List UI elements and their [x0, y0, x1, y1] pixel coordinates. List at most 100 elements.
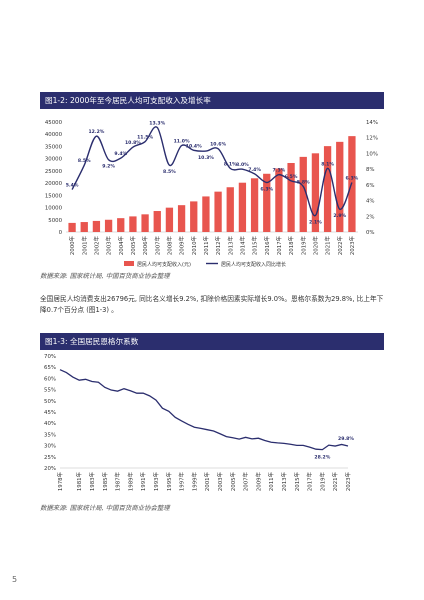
data-label: 2.9% — [333, 213, 346, 219]
x-tick-label: 1995年 — [165, 471, 173, 491]
bar — [226, 187, 234, 232]
data-label: 12.2% — [88, 129, 104, 135]
x-tick-label: 1989年 — [126, 471, 134, 491]
bar — [250, 178, 259, 232]
data-label: 10.6% — [210, 142, 226, 148]
annotation-min: 28.2% — [314, 455, 330, 461]
y-tick-label: 70% — [44, 354, 56, 360]
x-tick-label: 2009年 — [178, 235, 186, 255]
y-right-tick-label: 4% — [366, 199, 375, 205]
annotation-last: 29.8% — [338, 436, 354, 442]
x-tick-label: 2015年 — [251, 235, 259, 255]
bar — [104, 219, 113, 232]
x-tick-label: 1981年 — [75, 471, 83, 491]
data-label: 8.5% — [163, 169, 176, 175]
x-tick-label: 1997年 — [178, 471, 186, 491]
bar — [165, 207, 174, 232]
data-label: 8.0% — [236, 162, 249, 168]
y-right-tick-label: 14% — [366, 120, 378, 126]
x-tick-label: 2013年 — [280, 471, 288, 491]
x-tick-label: 2003年 — [105, 235, 113, 255]
x-tick-label: 2007年 — [153, 235, 161, 255]
y-tick-label: 35% — [44, 432, 56, 438]
bar — [153, 211, 161, 232]
y-right-tick-label: 2% — [366, 214, 375, 220]
x-tick-label: 2005年 — [129, 235, 137, 255]
x-tick-label: 2004年 — [117, 235, 125, 255]
y-right-tick-label: 8% — [366, 167, 375, 173]
x-tick-label: 2023年 — [344, 471, 352, 491]
x-tick-label: 2014年 — [238, 235, 246, 255]
bar — [263, 173, 271, 232]
x-tick-label: 2023年 — [348, 235, 356, 255]
body-paragraph: 全国居民人均消费支出26796元, 同比名义增长9.2%, 扣除价格因素实际增长… — [40, 295, 384, 314]
bar — [287, 162, 295, 232]
y-right-tick-label: 12% — [366, 136, 378, 142]
x-tick-label: 2011年 — [267, 471, 275, 491]
x-tick-label: 2003年 — [216, 471, 224, 491]
growth-line — [71, 126, 353, 217]
x-tick-label: 2007年 — [242, 471, 250, 491]
x-tick-label: 1983年 — [88, 471, 96, 491]
y-left-tick-label: 5000 — [48, 218, 62, 224]
x-tick-label: 2013年 — [226, 235, 234, 255]
x-tick-label: 2021年 — [324, 235, 332, 255]
y-tick-label: 55% — [44, 388, 56, 394]
data-label: 6.3% — [346, 176, 359, 182]
y-left-tick-label: 35000 — [45, 144, 63, 150]
data-label: 8.5% — [78, 158, 91, 164]
x-tick-label: 2020年 — [311, 235, 319, 255]
y-tick-label: 60% — [44, 376, 56, 382]
x-tick-label: 1999年 — [190, 471, 198, 491]
x-tick-label: 2019年 — [318, 471, 326, 491]
x-tick-label: 2019年 — [299, 235, 307, 255]
x-tick-label: 1991年 — [139, 471, 147, 491]
data-label: 8.1% — [224, 161, 237, 167]
y-left-tick-label: 45000 — [45, 120, 63, 126]
x-tick-label: 2008年 — [165, 235, 173, 255]
y-left-tick-label: 10000 — [45, 206, 63, 212]
data-label: 10.3% — [198, 155, 214, 161]
data-label: 7.3% — [273, 168, 286, 174]
figure1-source: 数据来源: 国家统计局, 中国百货商业协会整理 — [40, 272, 170, 280]
y-right-tick-label: 6% — [366, 183, 375, 189]
bar — [68, 222, 76, 232]
x-tick-label: 1978年 — [56, 471, 64, 491]
x-tick-label: 2017年 — [275, 235, 283, 255]
data-label: 7.4% — [248, 167, 261, 173]
x-tick-label: 2011年 — [202, 235, 210, 255]
x-tick-label: 1993年 — [152, 471, 160, 491]
engel-line — [59, 369, 349, 451]
figure2-source: 数据来源: 国家统计局, 中国百货商业协会整理 — [40, 504, 170, 512]
bar — [299, 156, 307, 232]
bar — [80, 222, 88, 232]
x-tick-label: 1985年 — [101, 471, 109, 491]
bar — [214, 191, 222, 232]
x-tick-label: 2015年 — [293, 471, 301, 491]
data-label: 2.1% — [309, 220, 322, 226]
data-label: 5.8% — [297, 179, 310, 185]
data-label: 9.2% — [102, 164, 115, 170]
bar — [177, 205, 186, 232]
bar — [275, 168, 283, 232]
legend-line-label: 居民人均可支配收入同比增长 — [221, 261, 286, 268]
x-tick-label: 2001年 — [80, 235, 88, 255]
x-tick-label: 2018年 — [287, 235, 295, 255]
y-tick-label: 40% — [44, 421, 56, 427]
x-tick-label: 2017年 — [306, 471, 314, 491]
x-tick-label: 1987年 — [114, 471, 122, 491]
bar — [141, 214, 149, 232]
x-tick-label: 2012年 — [214, 235, 222, 255]
page-number: 5 — [12, 575, 18, 584]
x-tick-label: 2010年 — [190, 235, 198, 255]
bar — [129, 216, 137, 232]
bar — [336, 141, 344, 232]
bar — [323, 146, 332, 232]
x-tick-label: 2021年 — [331, 471, 339, 491]
x-tick-label: 2022年 — [336, 235, 344, 255]
figure2-title: 图1-3: 全国居民恩格尔系数 — [40, 333, 384, 350]
y-left-tick-label: 25000 — [45, 169, 63, 175]
bar — [311, 153, 320, 232]
x-tick-label: 2009年 — [254, 471, 262, 491]
